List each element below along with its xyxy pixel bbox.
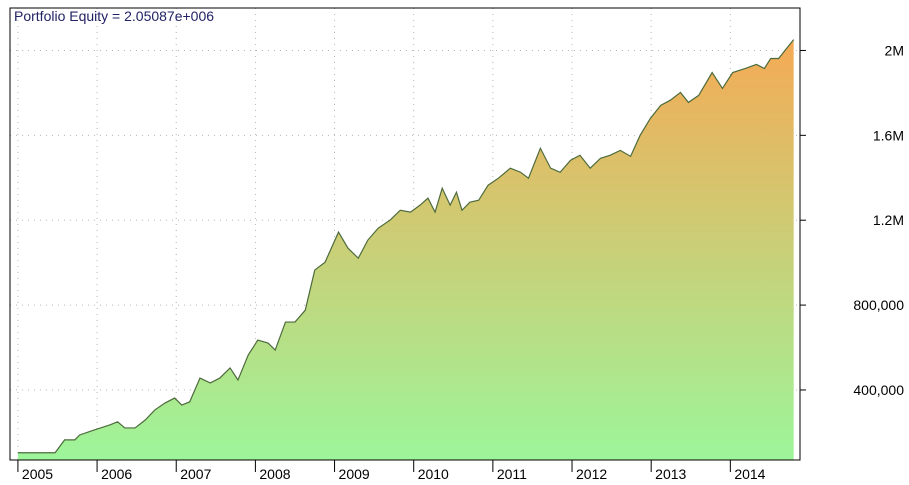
y-tick-label: 800,000: [853, 297, 904, 313]
x-tick-label: 2011: [497, 466, 527, 482]
equity-area: [17, 39, 794, 461]
equity-line: [17, 39, 795, 454]
y-tick-label: 2M: [885, 42, 904, 58]
chart-title: Portfolio Equity = 2.05087e+006: [14, 8, 214, 24]
y-tick-label: 1.2M: [873, 212, 904, 228]
plot-frame: [9, 7, 801, 461]
y-tick-label: 1.6M: [873, 127, 904, 143]
x-tick-label: 2007: [180, 466, 211, 482]
x-tick-label: 2009: [339, 466, 370, 482]
x-tick-label: 2013: [655, 466, 686, 482]
x-tick-label: 2006: [101, 466, 132, 482]
x-tick-label: 2012: [576, 466, 607, 482]
x-tick-label: 2005: [22, 466, 53, 482]
x-tick-label: 2008: [259, 466, 290, 482]
x-tick-label: 2014: [734, 466, 765, 482]
x-tick-label: 2010: [418, 466, 449, 482]
y-tick-label: 400,000: [853, 382, 904, 398]
